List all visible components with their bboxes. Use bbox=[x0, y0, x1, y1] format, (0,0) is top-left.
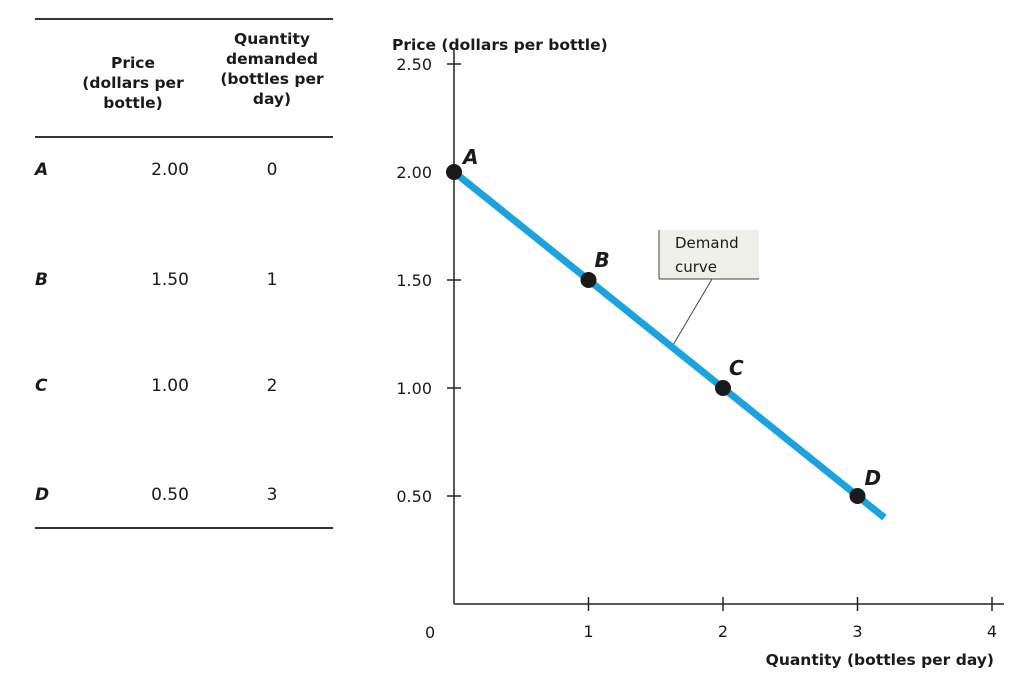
y-tick-label: 1.00 bbox=[396, 379, 432, 398]
x-tick-label: 1 bbox=[583, 622, 593, 641]
table-row-a: A 2.00 0 bbox=[35, 160, 333, 184]
demand-series: A B C D bbox=[446, 145, 887, 521]
data-point-a bbox=[446, 164, 462, 180]
x-axis-title: Quantity (bottles per day) bbox=[766, 651, 994, 669]
axis-ticks: 0.50 1.00 1.50 2.00 2.50 1 2 3 4 bbox=[396, 55, 997, 641]
y-tick-label: 1.50 bbox=[396, 271, 432, 290]
table-row-d: D 0.50 3 bbox=[35, 485, 333, 509]
point-label-b: B bbox=[595, 248, 610, 272]
row-price: 1.00 bbox=[151, 376, 189, 396]
demand-curve-callout: Demand curve bbox=[658, 230, 759, 348]
data-point-c bbox=[715, 380, 731, 396]
y-tick-label: 2.50 bbox=[396, 55, 432, 74]
table-bottom-rule bbox=[35, 527, 333, 529]
table-row-c: C 1.00 2 bbox=[35, 376, 333, 400]
row-quantity: 2 bbox=[266, 376, 278, 396]
x-tick-label: 2 bbox=[718, 622, 728, 641]
point-label-c: C bbox=[729, 356, 744, 380]
axes bbox=[453, 48, 1004, 605]
callout-text-line: Demand bbox=[675, 234, 739, 252]
demand-curve-line bbox=[451, 169, 887, 521]
data-point-d bbox=[849, 488, 866, 504]
callout-pointer bbox=[671, 278, 713, 348]
row-label: B bbox=[35, 270, 48, 290]
origin-label: 0 bbox=[425, 623, 435, 642]
row-quantity: 3 bbox=[266, 485, 278, 505]
row-label: C bbox=[35, 376, 48, 396]
table-header-rule bbox=[35, 136, 333, 138]
point-label-a: A bbox=[461, 145, 478, 169]
x-tick-label: 4 bbox=[987, 622, 997, 641]
price-column-header: Price (dollars per bottle) bbox=[82, 54, 184, 112]
row-price: 1.50 bbox=[151, 270, 189, 290]
y-axis-title: Price (dollars per bottle) bbox=[392, 36, 608, 54]
callout-box bbox=[659, 230, 759, 279]
row-quantity: 1 bbox=[266, 270, 278, 290]
data-point-b bbox=[580, 272, 597, 288]
table-top-rule bbox=[35, 18, 333, 20]
x-tick-label: 3 bbox=[852, 622, 862, 641]
table-row-b: B 1.50 1 bbox=[35, 270, 333, 294]
row-label: A bbox=[35, 160, 49, 180]
y-tick-label: 0.50 bbox=[396, 487, 432, 506]
row-label: D bbox=[35, 485, 50, 505]
y-tick-label: 2.00 bbox=[396, 163, 432, 182]
point-label-d: D bbox=[865, 466, 882, 490]
row-price: 2.00 bbox=[151, 160, 189, 180]
row-price: 0.50 bbox=[151, 485, 189, 505]
row-quantity: 0 bbox=[266, 160, 278, 180]
quantity-column-header: Quantity demanded (bottles per day) bbox=[220, 30, 324, 108]
callout-text-line: curve bbox=[675, 258, 717, 276]
